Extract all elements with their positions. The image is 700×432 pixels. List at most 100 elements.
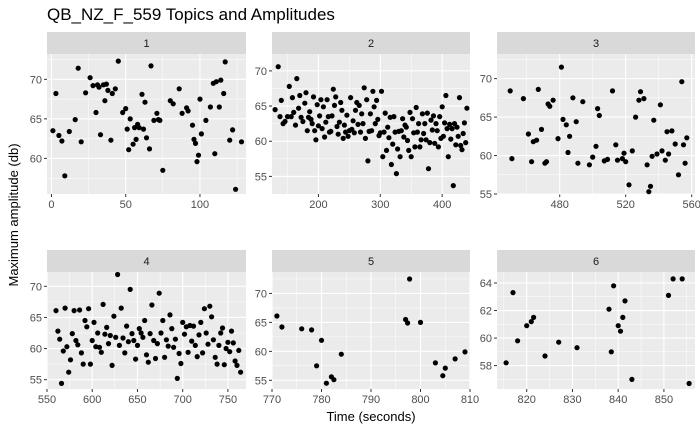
- data-point: [339, 107, 345, 113]
- data-point: [127, 286, 133, 292]
- data-point: [304, 128, 310, 134]
- data-point: [401, 134, 407, 140]
- data-point: [109, 90, 115, 97]
- data-point: [91, 319, 97, 325]
- data-point: [212, 151, 218, 157]
- data-point: [558, 64, 565, 70]
- data-point: [118, 305, 124, 311]
- x-tick-label: 850: [655, 394, 673, 406]
- data-point: [357, 129, 364, 135]
- data-point: [156, 290, 162, 296]
- data-point: [359, 111, 365, 117]
- data-point: [338, 99, 344, 106]
- data-point: [67, 357, 74, 363]
- facet-strip: [272, 250, 470, 272]
- data-point: [622, 298, 628, 304]
- data-point: [456, 95, 463, 101]
- data-point: [318, 337, 325, 343]
- data-point: [66, 369, 72, 375]
- data-point: [192, 140, 199, 146]
- x-tick-label: 810: [461, 394, 479, 406]
- data-point: [503, 360, 509, 366]
- data-point: [277, 114, 283, 120]
- chart-title: QB_NZ_F_559 Topics and Amplitudes: [47, 5, 335, 24]
- data-point: [323, 380, 329, 386]
- data-point: [350, 118, 356, 124]
- data-point: [364, 97, 370, 103]
- data-point: [560, 116, 566, 122]
- data-point: [149, 302, 155, 308]
- data-point: [360, 121, 366, 127]
- data-point: [62, 305, 68, 311]
- data-point: [641, 96, 647, 102]
- data-point: [344, 112, 350, 118]
- data-point: [163, 337, 169, 343]
- data-point: [331, 102, 338, 108]
- facet-panel-1: 1 0 50 100 60 65 70: [30, 32, 246, 211]
- data-point: [275, 64, 281, 70]
- data-point: [178, 360, 184, 367]
- x-tick-label: 780: [312, 394, 330, 406]
- data-point: [417, 144, 423, 150]
- data-point: [194, 354, 200, 360]
- data-point: [593, 143, 599, 149]
- data-point: [397, 154, 403, 160]
- data-point: [136, 125, 142, 131]
- data-point: [303, 90, 309, 96]
- data-point: [371, 104, 377, 110]
- data-point: [221, 362, 227, 368]
- data-point: [210, 337, 216, 343]
- data-point: [196, 332, 202, 338]
- data-point: [535, 86, 541, 92]
- x-tick-label: 560: [683, 199, 700, 211]
- data-point: [140, 334, 146, 340]
- data-point: [580, 99, 586, 105]
- x-tick-label: 200: [309, 199, 327, 211]
- data-point: [405, 320, 411, 326]
- data-point: [190, 323, 197, 329]
- data-point: [198, 131, 204, 137]
- facet-strip: [497, 32, 695, 54]
- data-point: [620, 314, 626, 320]
- data-point: [331, 377, 337, 383]
- data-point: [218, 77, 224, 83]
- data-point: [455, 133, 461, 139]
- data-point: [437, 114, 443, 120]
- data-point: [611, 283, 617, 289]
- data-point: [218, 330, 224, 336]
- data-point: [77, 307, 83, 313]
- data-point: [386, 135, 392, 141]
- y-tick-label: 62: [480, 306, 492, 318]
- data-point: [550, 97, 556, 103]
- data-point: [333, 94, 339, 100]
- data-point: [203, 117, 209, 123]
- data-point: [434, 128, 440, 134]
- y-tick-label: 60: [30, 344, 42, 356]
- data-point: [382, 110, 388, 116]
- data-point: [629, 376, 635, 382]
- data-point: [192, 342, 198, 348]
- data-point: [319, 126, 325, 132]
- data-point: [398, 128, 404, 134]
- data-point: [453, 142, 459, 148]
- data-point: [143, 135, 150, 141]
- data-point: [179, 110, 185, 116]
- data-point: [462, 349, 468, 355]
- data-point: [621, 150, 627, 156]
- data-point: [298, 114, 304, 120]
- data-point: [73, 337, 79, 344]
- data-point: [649, 153, 655, 159]
- data-point: [142, 99, 148, 105]
- data-point: [310, 94, 317, 100]
- data-point: [654, 151, 660, 157]
- data-point: [102, 331, 108, 337]
- data-point: [623, 159, 629, 165]
- data-point: [314, 363, 320, 369]
- data-point: [604, 156, 611, 162]
- data-point: [606, 306, 612, 312]
- x-tick-label: 840: [609, 394, 627, 406]
- data-point: [216, 342, 222, 348]
- data-point: [165, 343, 171, 349]
- data-point: [450, 183, 456, 189]
